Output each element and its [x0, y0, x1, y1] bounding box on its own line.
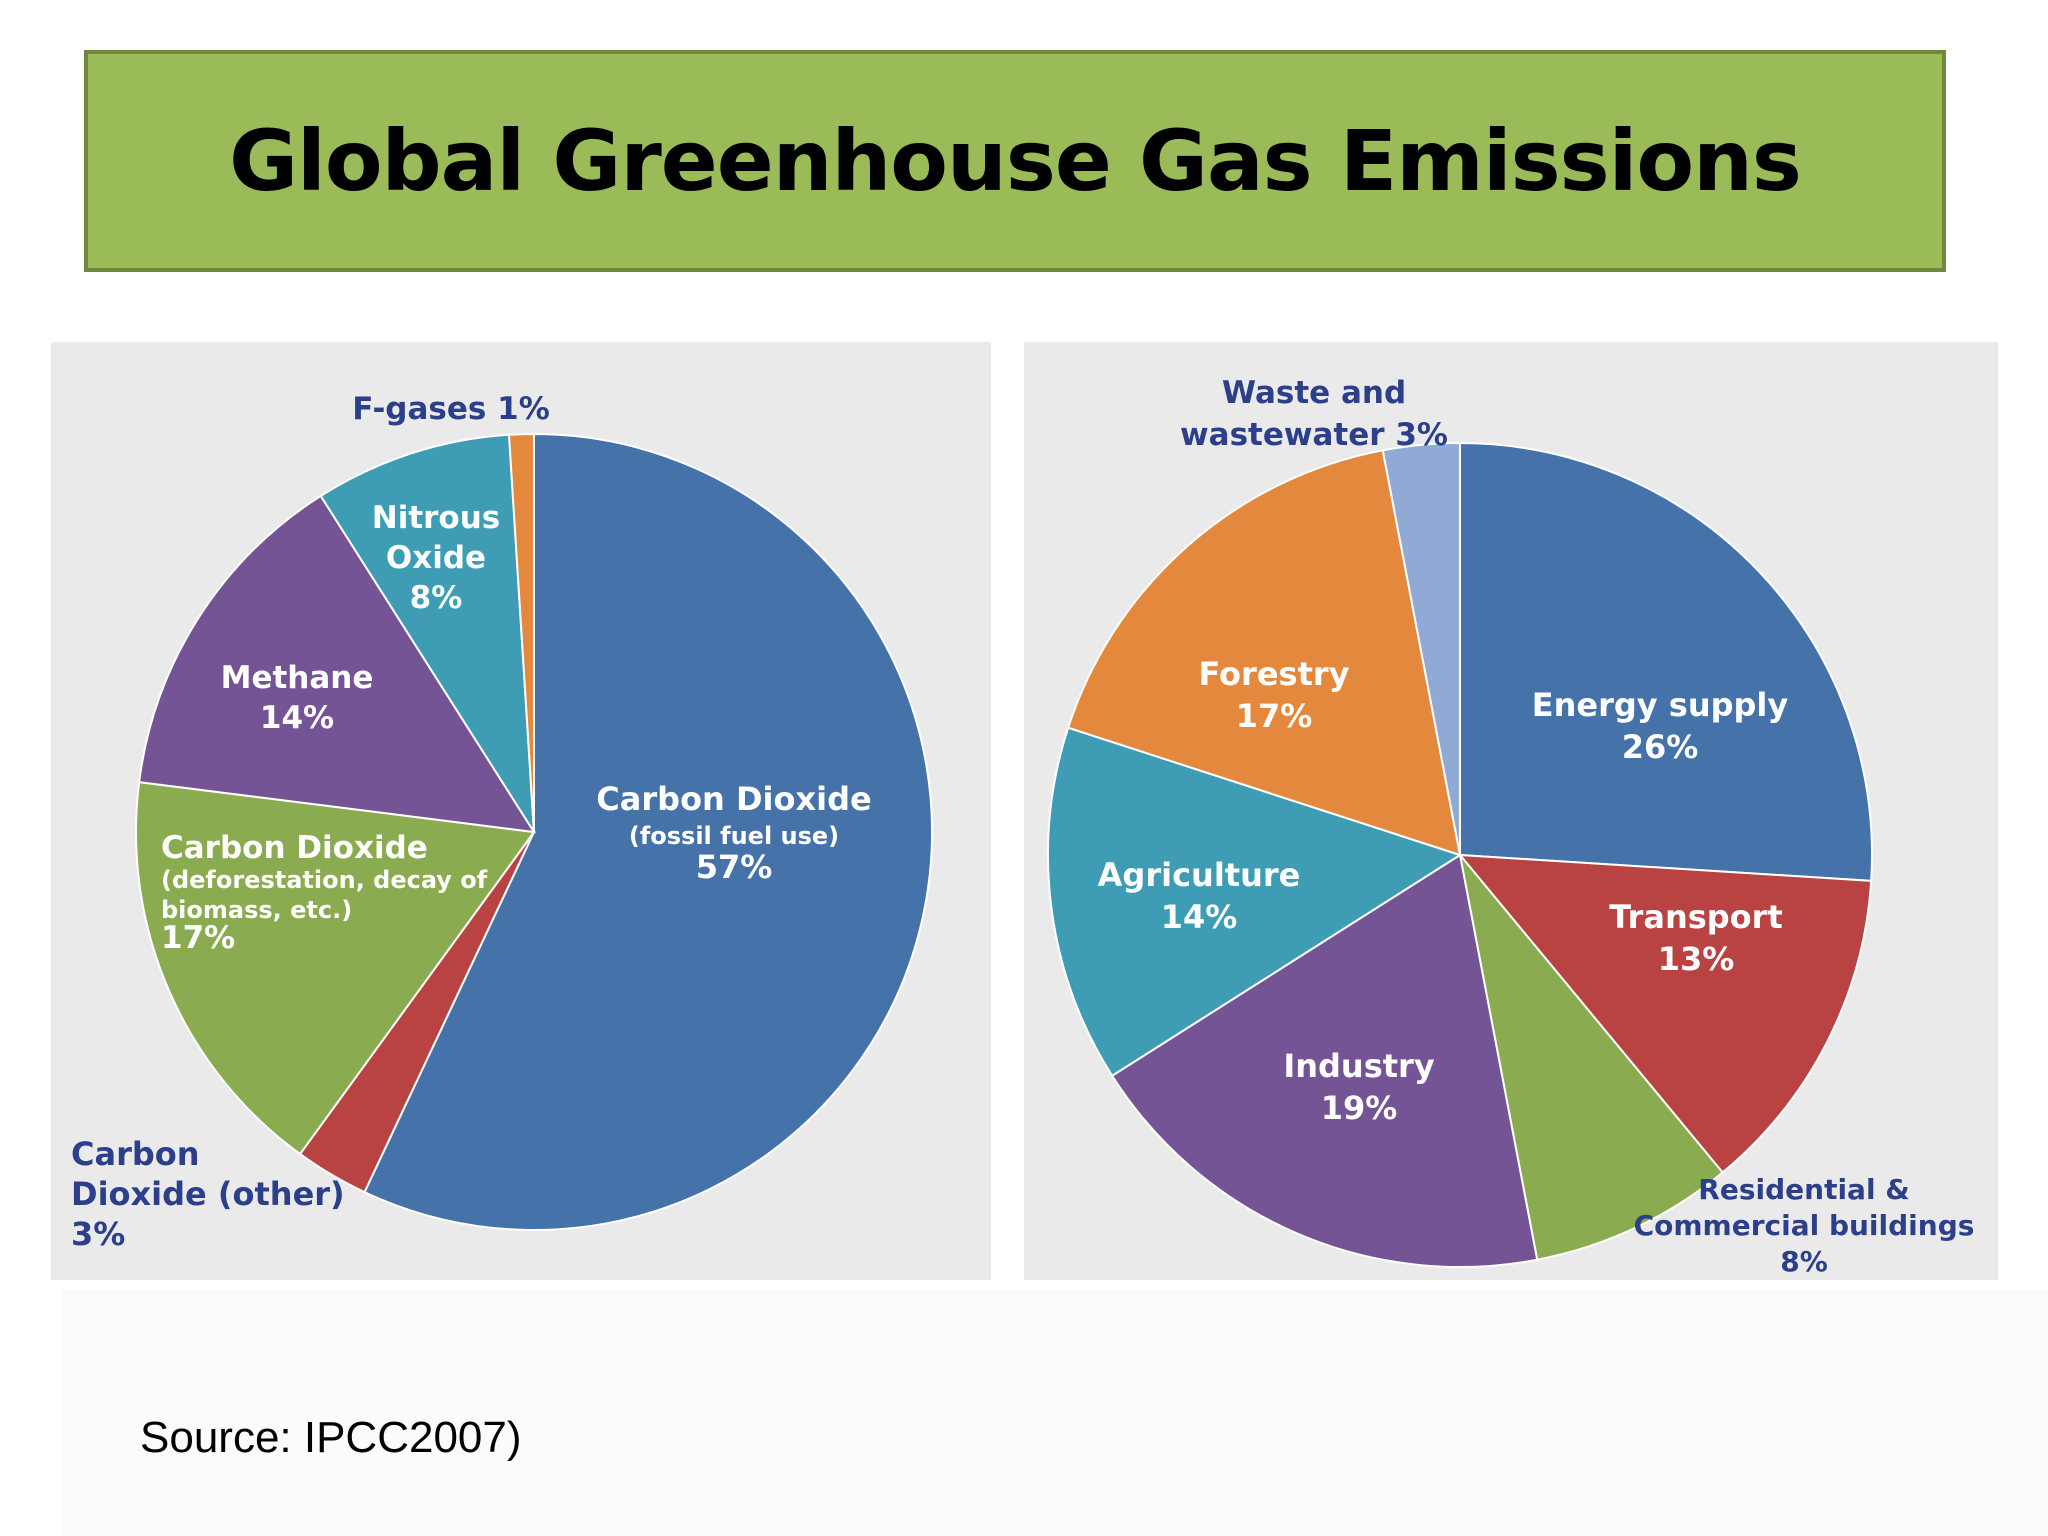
pie-slice	[1459, 854, 1725, 1261]
slice-label: Carbon Dioxide (fossil fuel use) 57%	[596, 780, 871, 886]
chart-title: Global Greenhouse Gas Emissions	[229, 112, 1802, 210]
slice-label: Agriculture 14%	[1098, 856, 1301, 936]
gas-type-pie-chart: Carbon Dioxide (fossil fuel use) 57% Carbon…	[71, 391, 933, 1253]
slice-label: Energy supply 26%	[1532, 686, 1789, 766]
pie-slice	[1110, 853, 1539, 1268]
slice-label: Methane 14%	[221, 660, 374, 736]
slice-label: Carbon Dioxide (deforestation, decay of bi…	[161, 830, 488, 956]
gas-type-pie-panel: Carbon Dioxide (fossil fuel use) 57% Carbon…	[51, 342, 991, 1280]
title-banner: Global Greenhouse Gas Emissions	[84, 50, 1946, 272]
slice-label: Industry 19%	[1283, 1047, 1435, 1127]
pie-slice	[1066, 449, 1462, 857]
slice-label: F-gases 1%	[352, 391, 550, 427]
slice-label: Waste and wastewater 3%	[1180, 375, 1448, 453]
slice-label: Forestry 17%	[1198, 655, 1349, 735]
pie-slice	[138, 494, 536, 834]
pie-slice	[1381, 441, 1461, 856]
pie-slice	[1047, 726, 1463, 1078]
sector-pie-chart: Energy supply 26% Transport 13% Residential …	[1047, 375, 1975, 1278]
slice-label: Transport 13%	[1609, 898, 1782, 978]
sector-pie-panel: Energy supply 26% Transport 13% Residential …	[1024, 342, 1998, 1280]
pie-slice	[319, 433, 535, 833]
slice-label: Carbon Dioxide (other) 3%	[71, 1135, 345, 1253]
slice-label: Nitrous Oxide 8%	[372, 500, 501, 616]
pie-slice	[135, 780, 536, 1156]
source-area	[62, 1290, 2048, 1536]
pie-slice	[363, 432, 933, 1231]
slice-label: Residential & Commercial buildings 8%	[1634, 1173, 1975, 1278]
pie-slice	[507, 432, 535, 833]
source-caption: Source: IPCC2007)	[140, 1413, 522, 1462]
pie-slice	[1459, 441, 1873, 882]
pie-slice	[1457, 853, 1873, 1174]
